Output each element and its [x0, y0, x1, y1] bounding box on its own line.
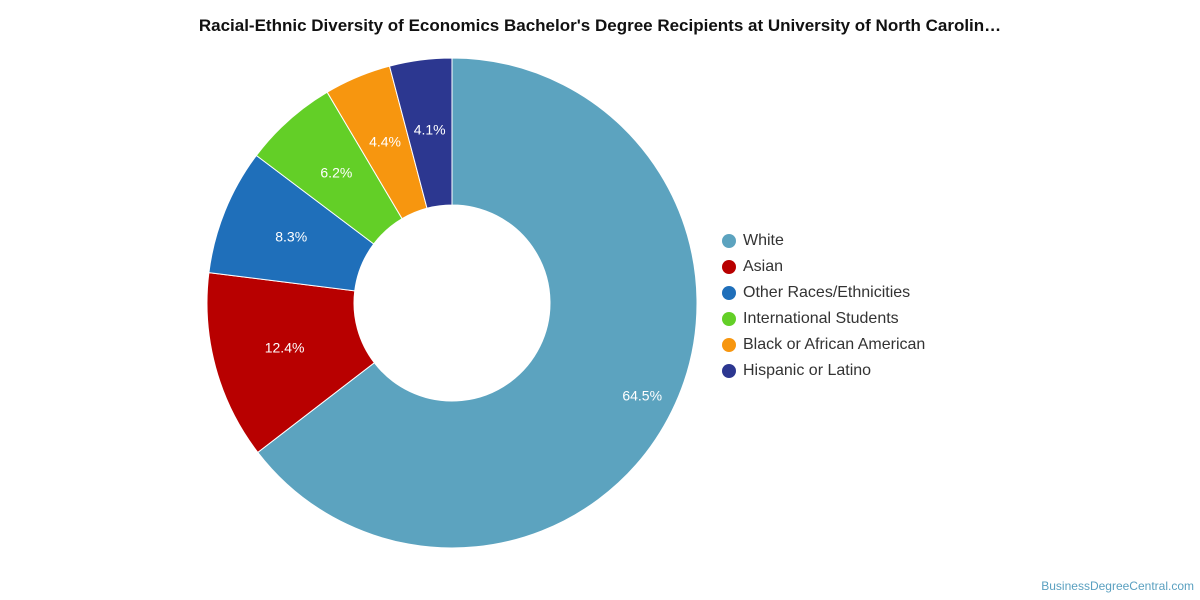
legend-item-international-students[interactable]: International Students	[722, 306, 925, 332]
slice-label-black-or-african-american: 4.4%	[369, 134, 401, 150]
legend-label: Asian	[743, 258, 784, 275]
slice-label-international-students: 6.2%	[320, 164, 352, 180]
legend-marker	[722, 364, 736, 378]
source-credit: BusinessDegreeCentral.com	[1041, 579, 1194, 593]
legend: White Asian Other Races/Ethnicities Interna…	[722, 228, 925, 384]
legend-item-asian[interactable]: Asian	[722, 254, 925, 280]
legend-label: Other Races/Ethnicities	[743, 284, 911, 301]
slice-white	[257, 57, 698, 549]
legend-marker	[722, 260, 736, 274]
slices-group	[206, 57, 698, 549]
slice-asian	[206, 272, 376, 454]
legend-label: International Students	[743, 310, 899, 327]
legend-item-hispanic-or-latino[interactable]: Hispanic or Latino	[722, 358, 925, 384]
legend-marker	[722, 234, 736, 248]
legend-label: Black or African American	[743, 336, 926, 353]
slice-label-asian: 12.4%	[265, 339, 305, 355]
chart-title: Racial-Ethnic Diversity of Economics Bac…	[198, 16, 1002, 35]
legend-item-black-or-african-american[interactable]: Black or African American	[722, 332, 925, 358]
slice-label-hispanic-or-latino: 4.1%	[414, 122, 446, 138]
legend-label: Hispanic or Latino	[743, 362, 872, 379]
legend-item-white[interactable]: White	[722, 228, 925, 254]
slice-hispanic-or-latino	[388, 57, 453, 209]
legend-item-other-races-ethnicities[interactable]: Other Races/Ethnicities	[722, 280, 925, 306]
slice-labels-group: 64.5% 12.4% 8.3% 6.2% 4.4% 4.1%	[265, 122, 662, 404]
legend-marker	[722, 312, 736, 326]
slice-label-white: 64.5%	[622, 387, 662, 403]
legend-marker	[722, 338, 736, 352]
legend-marker	[722, 286, 736, 300]
legend-label: White	[743, 232, 784, 249]
slice-label-other-races-ethnicities: 8.3%	[275, 229, 307, 245]
